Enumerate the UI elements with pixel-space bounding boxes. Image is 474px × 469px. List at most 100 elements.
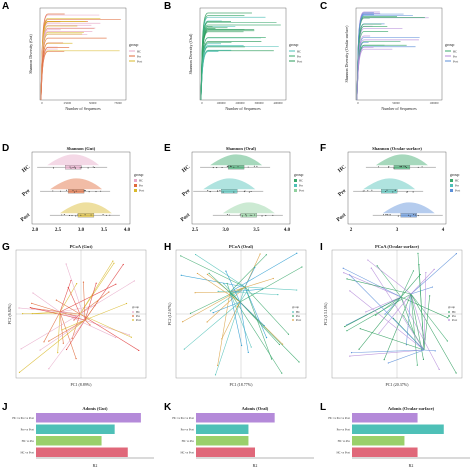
sample-point xyxy=(115,336,117,339)
sample-point xyxy=(387,362,389,364)
rarefaction-curve xyxy=(40,33,83,101)
sample-point xyxy=(95,282,97,284)
data-point xyxy=(244,190,246,192)
sample-spoke xyxy=(30,307,86,321)
data-point xyxy=(217,190,219,192)
data-point xyxy=(226,213,228,215)
sample-spoke xyxy=(410,293,448,342)
sample-spoke xyxy=(410,269,435,295)
sample-spoke xyxy=(57,311,61,353)
sample-point xyxy=(349,355,351,357)
data-point xyxy=(77,214,79,216)
data-point xyxy=(70,167,72,169)
x-tick-label: 75000 xyxy=(114,101,122,105)
y-axis-label: Shannon Diversity (Oral) xyxy=(188,33,193,74)
sample-spoke xyxy=(43,311,61,342)
data-point xyxy=(388,214,390,216)
legend-swatch xyxy=(450,189,453,192)
rarefaction-curve xyxy=(356,46,416,101)
legend-title: group xyxy=(448,305,455,309)
sample-point xyxy=(133,280,135,282)
legend-entry: HC xyxy=(299,179,303,183)
x-axis-label: PC1 (8.89%) xyxy=(71,382,93,387)
sample-spoke xyxy=(182,286,246,323)
data-point xyxy=(228,214,230,216)
legend-swatch xyxy=(134,189,137,192)
sample-point xyxy=(287,333,290,335)
y-axis-label: PC2 (13.15%) xyxy=(323,302,328,326)
y-axis-label: PC2 (6.82%) xyxy=(7,303,12,325)
sample-spoke xyxy=(59,283,77,313)
x-tick-label: 100000 xyxy=(217,101,227,105)
sample-spoke xyxy=(351,349,425,353)
sample-spoke xyxy=(229,254,267,293)
data-point xyxy=(367,190,369,192)
data-point xyxy=(219,190,221,192)
sample-point xyxy=(270,358,273,360)
sample-point xyxy=(217,290,219,292)
sample-spoke xyxy=(218,291,231,293)
x-tick-label: 300000 xyxy=(255,101,265,105)
sample-spoke xyxy=(79,280,135,315)
legend-entry: HC xyxy=(297,50,301,54)
sample-spoke xyxy=(31,303,61,313)
sample-point xyxy=(383,359,385,361)
sample-point xyxy=(358,348,360,350)
data-point xyxy=(52,167,54,169)
legend-swatch xyxy=(132,311,134,313)
data-point xyxy=(75,167,77,169)
data-point xyxy=(385,191,387,193)
sample-point xyxy=(206,273,208,275)
sample-point xyxy=(82,281,85,283)
sample-point xyxy=(349,290,351,292)
sample-spoke xyxy=(197,273,241,303)
legend-entry: HC xyxy=(139,179,143,183)
data-point xyxy=(385,214,387,216)
adonis-gut-panel: Adonis (Gut) HC vs Post HC vs Pre Pre vs Po… xyxy=(0,402,158,469)
box xyxy=(393,165,411,170)
legend-title: group xyxy=(450,172,459,177)
sample-point xyxy=(189,312,192,314)
sample-point xyxy=(206,321,208,323)
sample-spoke xyxy=(215,286,246,375)
rarefaction-curve xyxy=(40,17,101,101)
rarefaction-curve xyxy=(200,29,245,101)
row-label: HC vs Pre vs Post xyxy=(328,416,350,420)
pcoa-gut-panel: PCoA (Gut) PC1 (8.89%) PC2 (6.82%) group HC P… xyxy=(0,242,158,400)
sample-point xyxy=(263,324,265,327)
data-point xyxy=(93,167,95,169)
sample-spoke xyxy=(184,301,241,350)
adonis-gut-chart: Adonis (Gut) HC vs Post HC vs Pre Pre vs Po… xyxy=(12,406,154,468)
sample-point xyxy=(65,348,68,351)
row-label: Pre vs Post xyxy=(21,427,35,431)
legend-entry: Pre xyxy=(452,314,457,318)
x-axis-label: R2 xyxy=(253,463,258,468)
rarefaction-curve xyxy=(40,25,78,101)
sample-spoke xyxy=(400,296,415,333)
sample-spoke xyxy=(229,291,242,346)
rarefaction-gut-panel: Shannon Diversity (Gut) Number of Sequenc… xyxy=(0,0,158,140)
data-point xyxy=(403,165,405,167)
adonis-bar xyxy=(36,413,141,423)
legend-swatch xyxy=(448,315,450,317)
rarefaction-curve xyxy=(356,17,425,101)
sample-point xyxy=(75,358,77,360)
sample-point xyxy=(296,252,298,254)
rarefaction-ocular-chart: Shannon Diversity (Ocular surface) Number… xyxy=(344,7,458,111)
data-point xyxy=(73,191,75,193)
violin-shape xyxy=(222,202,275,214)
data-point xyxy=(79,167,81,169)
sample-point xyxy=(225,270,227,272)
sample-point xyxy=(241,344,243,347)
sample-point xyxy=(194,253,197,256)
legend-entry: HC xyxy=(137,50,141,54)
sample-spoke xyxy=(349,349,425,357)
data-point xyxy=(417,215,419,217)
sample-spoke xyxy=(61,319,86,331)
pcoa-ocular-panel: PCoA (Ocular surface) PC1 (20.37%) PC2 (13… xyxy=(316,242,474,400)
sample-point xyxy=(128,334,131,336)
sample-point xyxy=(342,267,344,269)
data-point xyxy=(241,215,243,217)
sample-point xyxy=(265,337,268,339)
sample-point xyxy=(183,348,185,350)
